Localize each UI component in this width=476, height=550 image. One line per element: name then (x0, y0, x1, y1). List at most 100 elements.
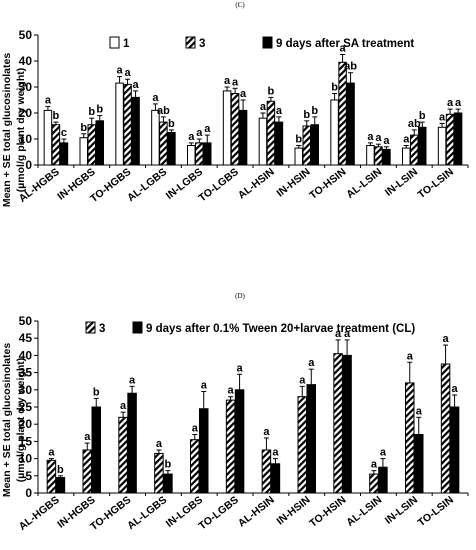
y-tick-label: 45 (19, 331, 33, 345)
bar-c-s2 (131, 96, 140, 166)
significance-letter: a (367, 131, 374, 143)
significance-letter: a (276, 105, 283, 117)
significance-letter: a (129, 374, 136, 386)
bar-c-s2 (167, 132, 176, 166)
y-axis-title-c-line1: Mean + SE total glucosinolates (1, 53, 13, 207)
bar-c-s0 (187, 145, 196, 166)
bar-c-s1 (266, 100, 276, 166)
significance-letter: ab (344, 61, 357, 73)
panel-label-c: (C) (235, 1, 245, 9)
significance-letter: b (80, 122, 87, 134)
legend-label-sa: 9 days after SA treatment (276, 38, 414, 50)
bar-d-s0 (261, 449, 272, 494)
y-tick-label: 5 (25, 469, 32, 483)
significance-letter: b (268, 85, 275, 97)
y-tick-label: 20 (19, 106, 33, 120)
significance-letter: a (371, 459, 378, 471)
legend-swatch-cl (132, 321, 143, 334)
x-tick-label: AL-HSIN (236, 494, 277, 530)
y-tick-label: 15 (19, 434, 33, 448)
significance-letter: a (455, 97, 462, 109)
significance-letter: a (237, 362, 244, 374)
bar-c-s1 (230, 93, 240, 166)
x-tick-label: TO-LGBS (196, 494, 240, 532)
bar-c-s0 (115, 82, 124, 166)
bar-c-s1 (338, 61, 347, 166)
significance-letter: b (295, 134, 302, 146)
bar-d-s1 (91, 406, 101, 494)
significance-letter: a (452, 383, 459, 395)
x-tick-label: TO-LSIN (416, 494, 456, 529)
significance-letter: a (272, 447, 279, 459)
significance-letter: b (57, 464, 64, 476)
x-tick-label: TO-HSIN (307, 166, 348, 202)
significance-letter: a (380, 447, 387, 459)
y-tick-label: 40 (19, 54, 33, 68)
bar-c-s2 (274, 121, 284, 166)
y-tick-label: 10 (19, 132, 33, 146)
x-tick-label: TO-HGBS (88, 166, 133, 205)
significance-letter: a (344, 328, 351, 340)
significance-letter: a (196, 127, 203, 139)
significance-letter: a (201, 380, 208, 392)
bar-d-s1 (306, 384, 316, 494)
bar-d-s0 (190, 439, 200, 494)
bar-c-s2 (453, 112, 463, 166)
bar-d-s1 (234, 389, 245, 494)
significance-letter: ab (157, 105, 170, 117)
y-tick-label: 0 (25, 158, 32, 172)
bar-c-s1 (159, 121, 168, 166)
bar-d-s1 (270, 463, 281, 494)
significance-letter: a (232, 76, 239, 88)
legend-label-1: 1 (123, 38, 130, 50)
bar-c-s1 (410, 134, 419, 166)
significance-letter: a (383, 135, 390, 147)
significance-letter: b (311, 105, 318, 117)
bar-d-s0 (46, 459, 57, 494)
significance-letter: a (439, 111, 446, 123)
chart-panel-d: (D) Mean + SE total glucosinolates (µmol… (1, 292, 469, 533)
legend-swatch-3 (185, 36, 196, 49)
x-tick-label: TO-LSIN (416, 166, 456, 201)
bar-c-s2 (203, 142, 212, 166)
significance-letter: a (240, 88, 247, 100)
significance-letter: a (125, 67, 132, 79)
y-tick-label: 40 (19, 348, 33, 362)
y-axis-title-c-line2: (µmol/g plant dry weight) (15, 68, 27, 192)
legend-label-3: 3 (199, 38, 205, 50)
y-tick-label: 0 (25, 486, 32, 500)
legend-d: 3 9 days after 0.1% Tween 20+larvae trea… (85, 321, 415, 335)
significance-letter: a (308, 357, 315, 369)
legend-swatch-3d (85, 321, 96, 334)
significance-letter: c (61, 127, 67, 139)
significance-letter: a (152, 92, 159, 104)
significance-letter: a (263, 426, 270, 438)
significance-letter: a (117, 65, 124, 77)
bar-c-s1 (123, 83, 132, 166)
bar-d-s0 (333, 353, 343, 494)
bar-d-s0 (154, 452, 164, 494)
bar-d-s0 (225, 399, 236, 494)
x-tick-label: IN-HSIN (274, 166, 312, 200)
significance-letter: b (419, 110, 426, 122)
bar-c-s0 (330, 99, 339, 166)
significance-letter: b (165, 459, 172, 471)
significance-letter: b (88, 106, 95, 118)
bar-d-s1 (414, 434, 424, 494)
bar-d-s1 (127, 392, 137, 494)
significance-letter: a (407, 350, 414, 362)
significance-letter: a (260, 101, 267, 113)
bar-c-s1 (302, 125, 311, 166)
legend-label-3d: 3 (99, 323, 105, 335)
x-tick-label: TO-HGBS (88, 494, 133, 533)
y-tick-label: 25 (19, 400, 33, 414)
bar-c-s0 (402, 147, 411, 166)
bar-c-s2 (418, 126, 427, 166)
x-tick-label: AL-HSIN (236, 166, 277, 202)
bar-c-s1 (87, 124, 96, 166)
bar-d-s1 (55, 477, 66, 494)
bar-d-s0 (82, 449, 92, 494)
bar-d-s1 (449, 406, 460, 494)
y-tick-label: 30 (19, 383, 33, 397)
x-tick-label: AL-LGBS (125, 166, 169, 204)
